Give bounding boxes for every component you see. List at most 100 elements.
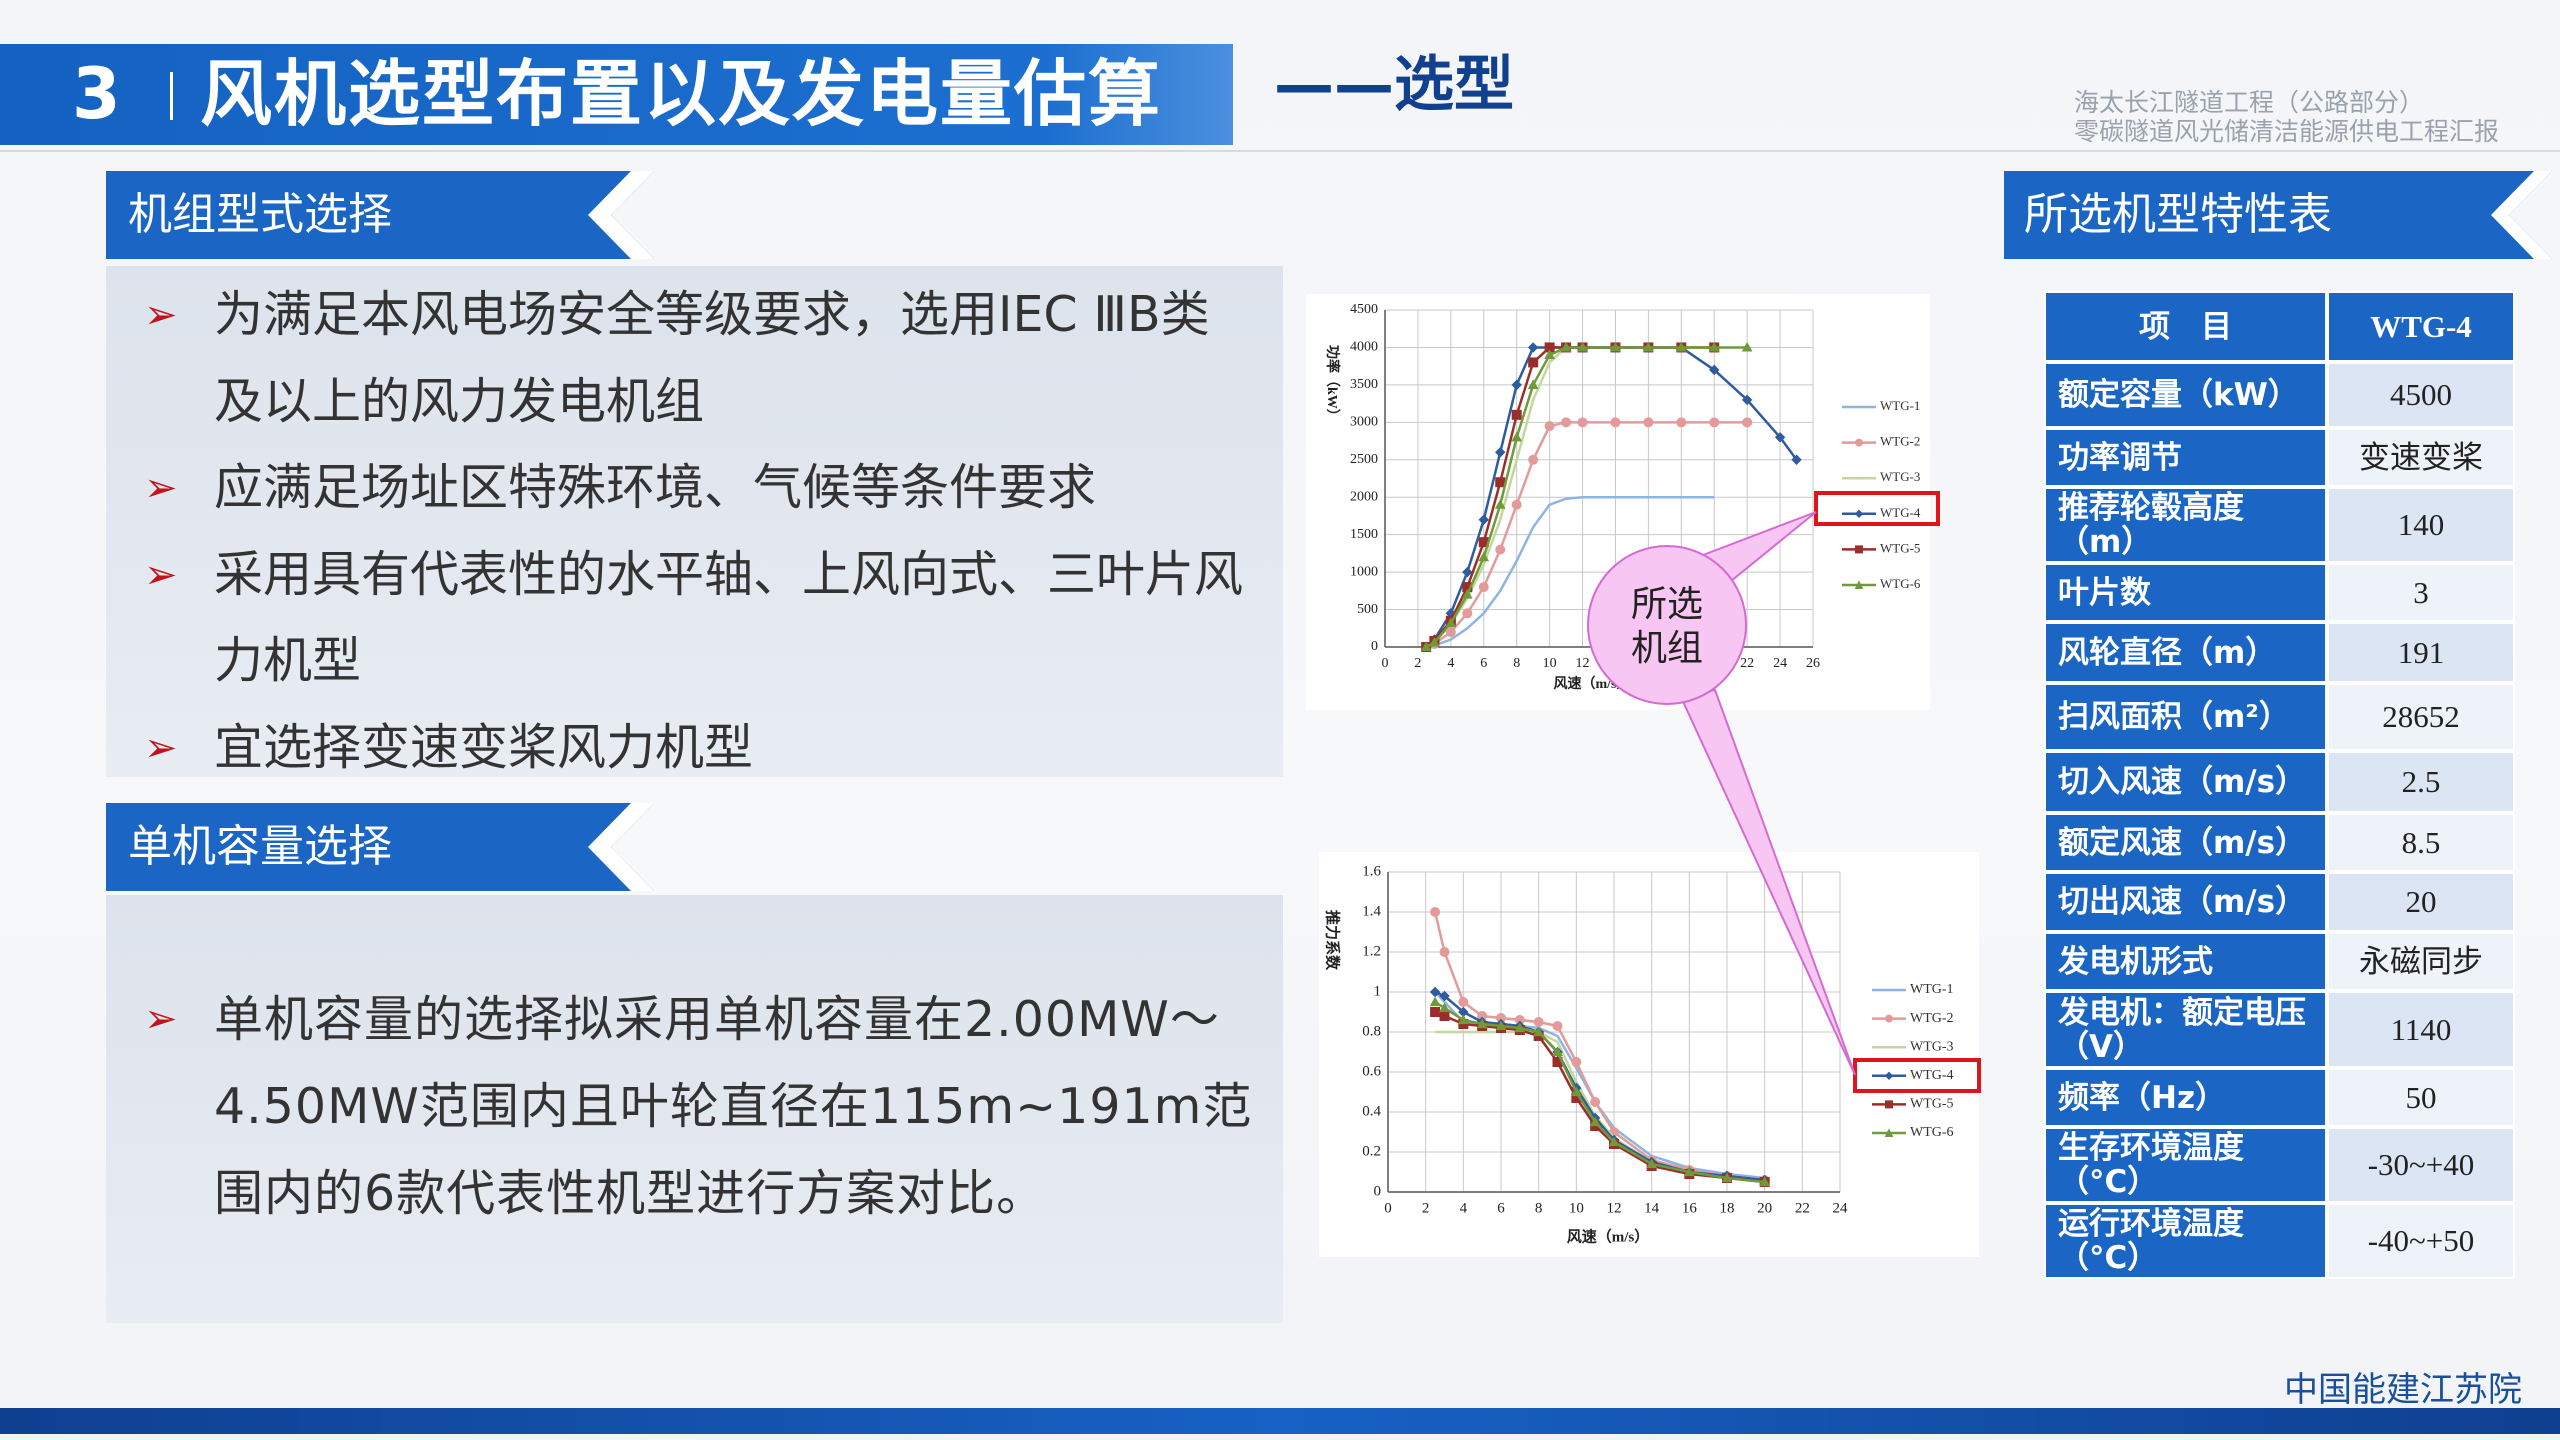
y-tick-label: 0 xyxy=(1374,1183,1382,1199)
section-heading-shape xyxy=(106,171,654,259)
chart-background xyxy=(1319,852,1979,1257)
legend-marker xyxy=(1855,438,1863,447)
point xyxy=(1527,342,1539,353)
y-tick-label: 4500 xyxy=(1350,302,1378,317)
point xyxy=(1675,341,1687,352)
legend-label: WTG-1 xyxy=(1910,982,1954,997)
point xyxy=(1577,341,1588,352)
point xyxy=(1544,421,1555,432)
point xyxy=(1683,1166,1695,1177)
x-tick-label: 4 xyxy=(1460,1200,1468,1216)
table-header-cell: WTG-4 xyxy=(2327,291,2515,362)
x-tick-label: 0 xyxy=(1384,1200,1392,1216)
bullet: 为满足本风电场安全等级要求，选用IEC ⅢB类及以上的风力发电机组 xyxy=(144,272,1254,445)
point xyxy=(1461,589,1473,599)
table-row: 项 目 WTG-4 xyxy=(2044,291,2515,362)
section-heading-shape xyxy=(106,803,654,891)
table-label-cell: 切出风速（m/s） xyxy=(2044,872,2327,932)
point xyxy=(1544,349,1555,360)
x-tick-label: 2 xyxy=(1414,656,1421,671)
x-tick-label: 22 xyxy=(1795,1200,1810,1216)
project-line: 海太长江隧道工程（公路部分） xyxy=(2074,88,2425,117)
legend-marker xyxy=(1884,1128,1894,1137)
point xyxy=(1709,417,1720,428)
legend-marker xyxy=(1884,1071,1894,1081)
point xyxy=(1589,1116,1601,1127)
table-row: 切入风速（m/s） 2.5 xyxy=(2044,751,2515,813)
x-tick-label: 24 xyxy=(1833,1200,1849,1216)
table-row: 生存环境温度（°C） -30~+40 xyxy=(2044,1127,2515,1203)
section-title: 单机容量选择 xyxy=(128,821,392,872)
table-label-cell: 扫风面积（m²） xyxy=(2044,683,2327,751)
table-label-cell: 风轮直径（m） xyxy=(2044,622,2327,683)
table-label-cell: 生存环境温度（°C） xyxy=(2044,1127,2327,1203)
legend-label: WTG-2 xyxy=(1880,434,1920,449)
bullet-list: 为满足本风电场安全等级要求，选用IEC ⅢB类及以上的风力发电机组 应满足场址区… xyxy=(144,272,1254,791)
table-value-cell: -30~+40 xyxy=(2327,1127,2515,1203)
footer-org: 中国能建江苏院 xyxy=(2284,1370,2522,1410)
table-label-cell: 切入风速（m/s） xyxy=(2044,751,2327,813)
y-tick-label: 0 xyxy=(1371,639,1378,654)
x-tick-label: 12 xyxy=(1576,656,1590,671)
point xyxy=(1643,417,1654,428)
y-tick-label: 1.2 xyxy=(1362,943,1381,959)
series-line xyxy=(1434,1010,1765,1184)
point xyxy=(1721,1172,1733,1183)
x-tick-label: 8 xyxy=(1535,1200,1543,1216)
point xyxy=(1439,947,1450,957)
x-tick-label: 26 xyxy=(1806,656,1820,671)
x-tick-label: 10 xyxy=(1543,656,1557,671)
callout-bubble xyxy=(1587,545,1747,705)
point xyxy=(1571,1057,1582,1067)
series-line xyxy=(1434,991,1765,1180)
table-value-cell: 50 xyxy=(2327,1068,2515,1127)
y-tick-label: 500 xyxy=(1357,602,1378,617)
table-label-cell: 叶片数 xyxy=(2044,563,2327,622)
y-tick-label: 0.6 xyxy=(1362,1063,1381,1079)
point xyxy=(1429,996,1441,1007)
bullet: 单机容量的选择拟采用单机容量在2.00MW～4.50MW范围内且叶轮直径在115… xyxy=(144,976,1274,1237)
x-tick-label: 22 xyxy=(1740,656,1754,671)
legend-label: WTG-5 xyxy=(1880,540,1920,555)
bottom-band xyxy=(0,1408,2560,1434)
y-axis-label: 功率（kW） xyxy=(1324,345,1341,423)
table-row: 额定容量（kW） 4500 xyxy=(2044,362,2515,428)
point xyxy=(1495,447,1506,458)
y-tick-label: 3000 xyxy=(1350,415,1378,430)
point xyxy=(1511,499,1522,510)
point xyxy=(1533,1017,1544,1027)
x-tick-label: 16 xyxy=(1682,1200,1698,1216)
point xyxy=(1741,341,1753,352)
x-tick-label: 6 xyxy=(1497,1200,1505,1216)
y-axis-label: 推力系数 xyxy=(1324,910,1342,971)
y-tick-label: 1000 xyxy=(1350,564,1378,579)
point xyxy=(1561,417,1572,428)
point xyxy=(1610,417,1621,428)
point xyxy=(1527,379,1539,389)
point xyxy=(1759,1176,1771,1187)
table-value-cell: 变速变桨 xyxy=(2327,428,2515,487)
point xyxy=(1478,514,1489,525)
y-tick-label: 1.4 xyxy=(1362,903,1381,919)
legend-marker xyxy=(1855,545,1863,554)
table-label-cell: 额定容量（kW） xyxy=(2044,362,2327,428)
table-row: 功率调节 变速变桨 xyxy=(2044,428,2515,487)
point xyxy=(1774,432,1786,443)
header-separator xyxy=(170,72,173,120)
table-value-cell: 2.5 xyxy=(2327,751,2515,813)
project-line: 零碳隧道风光储清洁能源供电工程汇报 xyxy=(2074,117,2500,146)
point xyxy=(1610,341,1621,352)
point xyxy=(1458,997,1469,1007)
table-heading-shape xyxy=(2004,171,2552,259)
point xyxy=(1430,907,1441,917)
point xyxy=(1570,1086,1582,1097)
point xyxy=(1429,636,1440,647)
table-label-cell: 额定风速（m/s） xyxy=(2044,813,2327,872)
table-label-cell: 运行环境温度（°C） xyxy=(2044,1203,2327,1279)
point xyxy=(1457,1014,1469,1025)
legend-label: WTG-4 xyxy=(1910,1068,1954,1083)
table-title: 所选机型特性表 xyxy=(2024,189,2332,240)
point xyxy=(1528,357,1539,368)
point xyxy=(1439,990,1450,1002)
legend-label: WTG-3 xyxy=(1880,469,1920,484)
